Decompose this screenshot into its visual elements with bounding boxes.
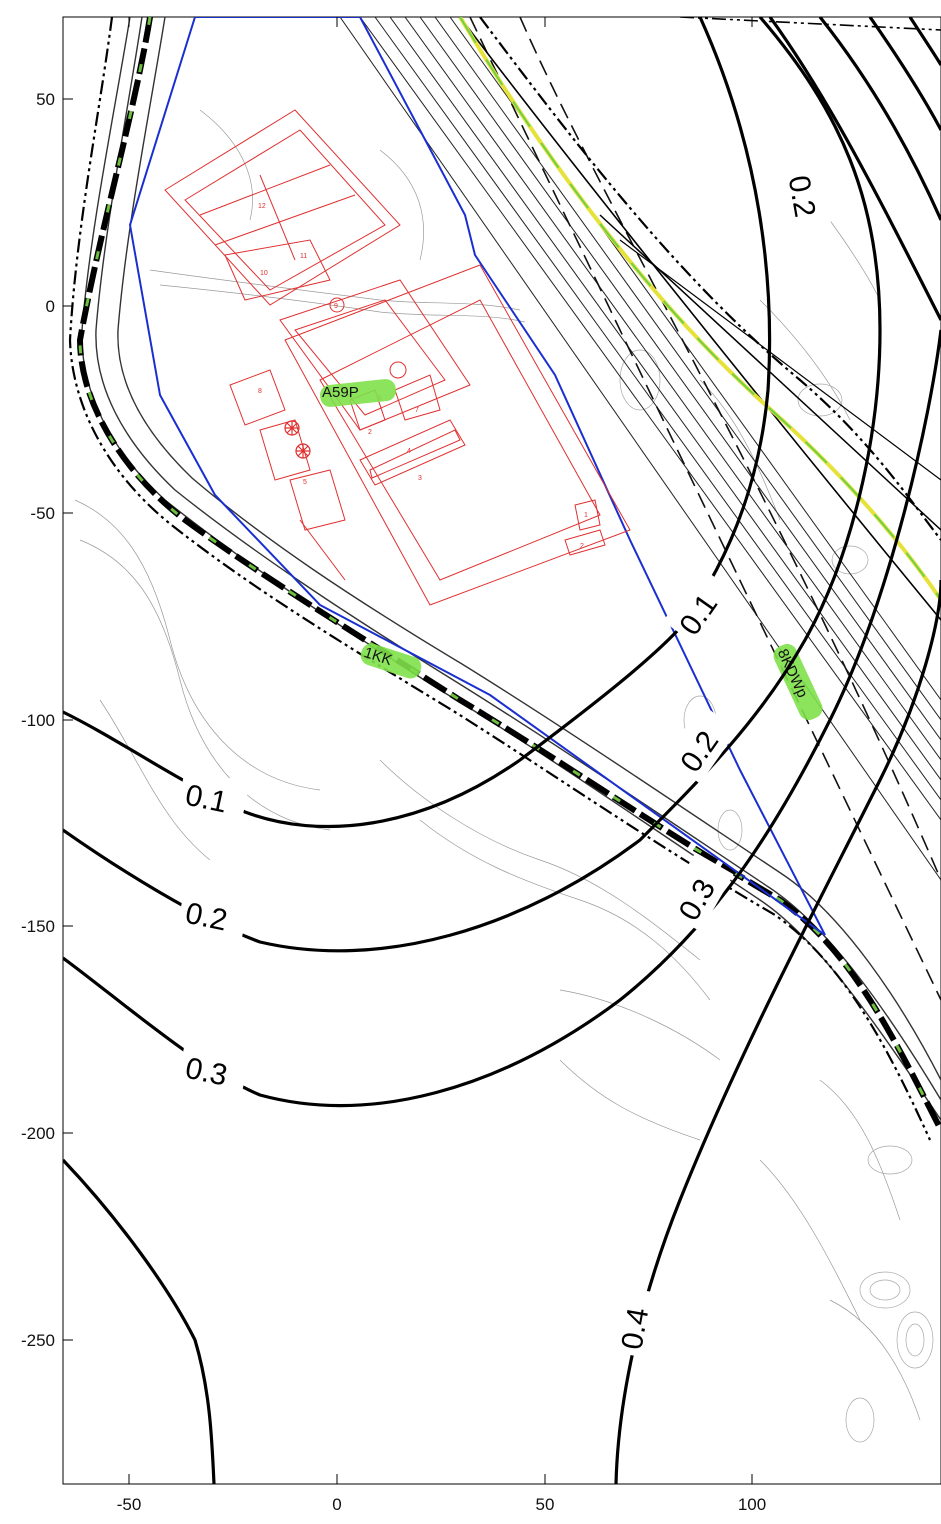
y-tick-label: -200	[21, 1124, 55, 1143]
terrain-loops	[619, 349, 934, 1443]
svg-text:2: 2	[580, 543, 584, 550]
highway-highlight	[78, 17, 941, 1131]
y-tick-label: 50	[36, 90, 55, 109]
boundary-dash-dot	[68, 17, 932, 1141]
plot-frame	[62, 16, 941, 1485]
railway-solid-edge	[459, 17, 941, 621]
y-tick-label: -250	[21, 1331, 55, 1350]
svg-text:9: 9	[334, 303, 338, 310]
building-plan	[164, 109, 631, 606]
y-axis	[63, 98, 73, 1341]
isoline-right-4	[908, 17, 941, 66]
x-tick-labels: -50 0 50 100	[117, 1495, 766, 1514]
contour-labels: 0.1 0.2 0.3 0.1 0.2 0.3 0.2 0.4	[176, 165, 833, 1359]
upper-road-edge-2	[619, 239, 941, 481]
marker-A59P: A59P	[320, 379, 396, 407]
isoline-0-2-lower	[63, 17, 882, 953]
tank-symbol-icon	[295, 443, 311, 459]
svg-text:7: 7	[415, 407, 419, 414]
svg-text:3: 3	[418, 475, 422, 482]
y-tick-labels: 50 0 -50 -100 -150 -200 -250	[21, 90, 55, 1350]
svg-text:8: 8	[258, 388, 262, 395]
upper-right-boundary	[679, 17, 941, 31]
isoline-right-1	[768, 17, 941, 321]
svg-text:4: 4	[407, 448, 411, 455]
y-tick-label: -50	[30, 504, 55, 523]
svg-text:11: 11	[300, 253, 307, 260]
svg-text:1: 1	[584, 512, 588, 519]
isoline-right-2	[818, 17, 941, 221]
x-tick-label: 0	[332, 1495, 341, 1514]
upper-boundary-dash-dot	[479, 17, 941, 541]
contour-label-0-2-top: 0.2	[782, 173, 822, 220]
x-tick-label: -50	[117, 1495, 142, 1514]
svg-text:5: 5	[303, 479, 307, 486]
site-boundary	[128, 17, 826, 936]
y-tick-label: -100	[21, 711, 55, 730]
svg-text:12: 12	[258, 203, 266, 210]
x-axis	[128, 17, 753, 1484]
y-tick-label: 0	[46, 297, 55, 316]
x-tick-label: 100	[738, 1495, 766, 1514]
upper-road-green	[459, 17, 941, 601]
tank-symbol-icon	[284, 420, 300, 436]
x-tick-label: 50	[536, 1495, 555, 1514]
marker-A59P-label: A59P	[322, 384, 359, 401]
isoline-right-3	[868, 17, 941, 131]
contour-label-0-4-bottom: 0.4	[616, 1305, 656, 1352]
building-plan-labels: 12 11 10 9 8 7 6 5 4 3 2 1 2	[258, 203, 588, 550]
y-tick-label: -150	[21, 917, 55, 936]
svg-text:2: 2	[368, 429, 372, 436]
isoline-0-4-lower	[63, 1158, 216, 1484]
railway-dashed	[469, 17, 941, 1001]
svg-text:10: 10	[260, 270, 268, 277]
